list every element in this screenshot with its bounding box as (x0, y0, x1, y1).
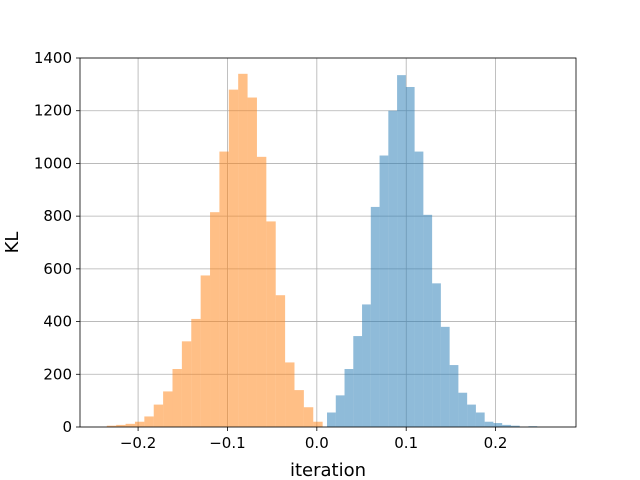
y-tick-label: 1400 (34, 49, 72, 67)
histogram-bar (423, 214, 433, 427)
histogram-bar (414, 151, 424, 427)
y-tick-label: 600 (43, 260, 72, 278)
x-axis-label: iteration (290, 460, 366, 480)
histogram-bar (379, 155, 389, 427)
histogram-bar (228, 89, 239, 427)
histogram-bar (191, 318, 201, 427)
histogram-bar (303, 407, 314, 427)
y-tick-label: 200 (43, 365, 72, 383)
histogram-bar (285, 362, 295, 427)
histogram-bar (172, 369, 182, 427)
histogram-bar (432, 283, 441, 427)
axis-ticks: −0.2 −0.1 0.0 0.1 0.2 0 200 400 600 800 1000 1200 14… (34, 49, 508, 452)
histogram-bar (475, 412, 485, 427)
y-tick-label: 1000 (34, 154, 72, 172)
histogram-bar (510, 425, 520, 427)
histogram-bar (200, 275, 211, 427)
histogram-bar (116, 424, 126, 427)
histogram-bars (106, 73, 538, 428)
histogram-bar (388, 110, 398, 427)
histogram-bar (181, 341, 192, 427)
histogram-bar (440, 326, 450, 427)
histogram-bar (153, 404, 164, 427)
histogram-bar (397, 75, 406, 427)
x-tick-label: 0.1 (394, 434, 418, 452)
histogram-bar (238, 73, 248, 428)
histogram-bar (362, 304, 371, 427)
y-tick-label: 400 (43, 313, 72, 331)
histogram-bar (134, 421, 145, 427)
histogram-bar (247, 97, 257, 428)
histogram-series-2 (327, 75, 538, 427)
x-tick-label: −0.1 (209, 434, 245, 452)
histogram-bar (370, 206, 380, 427)
histogram-bar (106, 425, 117, 427)
histogram-bar (313, 421, 323, 427)
histogram-bar (275, 295, 286, 427)
x-tick-label: −0.2 (120, 434, 156, 452)
histogram-bar (449, 365, 459, 427)
y-tick-label: 1200 (34, 102, 72, 120)
histogram-bar (335, 395, 345, 427)
histogram-bar (219, 151, 229, 427)
histogram-bar (163, 391, 173, 427)
histogram-bar (458, 392, 468, 427)
histogram-bar (327, 412, 336, 427)
x-tick-label: 0.2 (484, 434, 508, 452)
histogram-bar (125, 423, 135, 427)
histogram-bar (344, 369, 354, 427)
x-tick-label: 0.0 (305, 434, 329, 452)
histogram-bar (405, 86, 415, 427)
y-tick-label: 800 (43, 207, 72, 225)
histogram-bar (144, 416, 154, 427)
y-tick-label: 0 (62, 418, 72, 436)
histogram-bar (294, 390, 304, 427)
histogram-bar (467, 404, 476, 427)
histogram-bar (256, 156, 267, 427)
y-axis-label: KL (2, 232, 23, 254)
histogram-bar (266, 221, 276, 427)
histogram-bar (353, 336, 363, 427)
histogram-bar (502, 424, 511, 427)
histogram-bar (493, 423, 503, 427)
histogram-bar (484, 421, 494, 427)
plot-frame (79, 57, 577, 428)
histogram-bar (210, 212, 220, 427)
histogram-series-1 (106, 73, 323, 428)
